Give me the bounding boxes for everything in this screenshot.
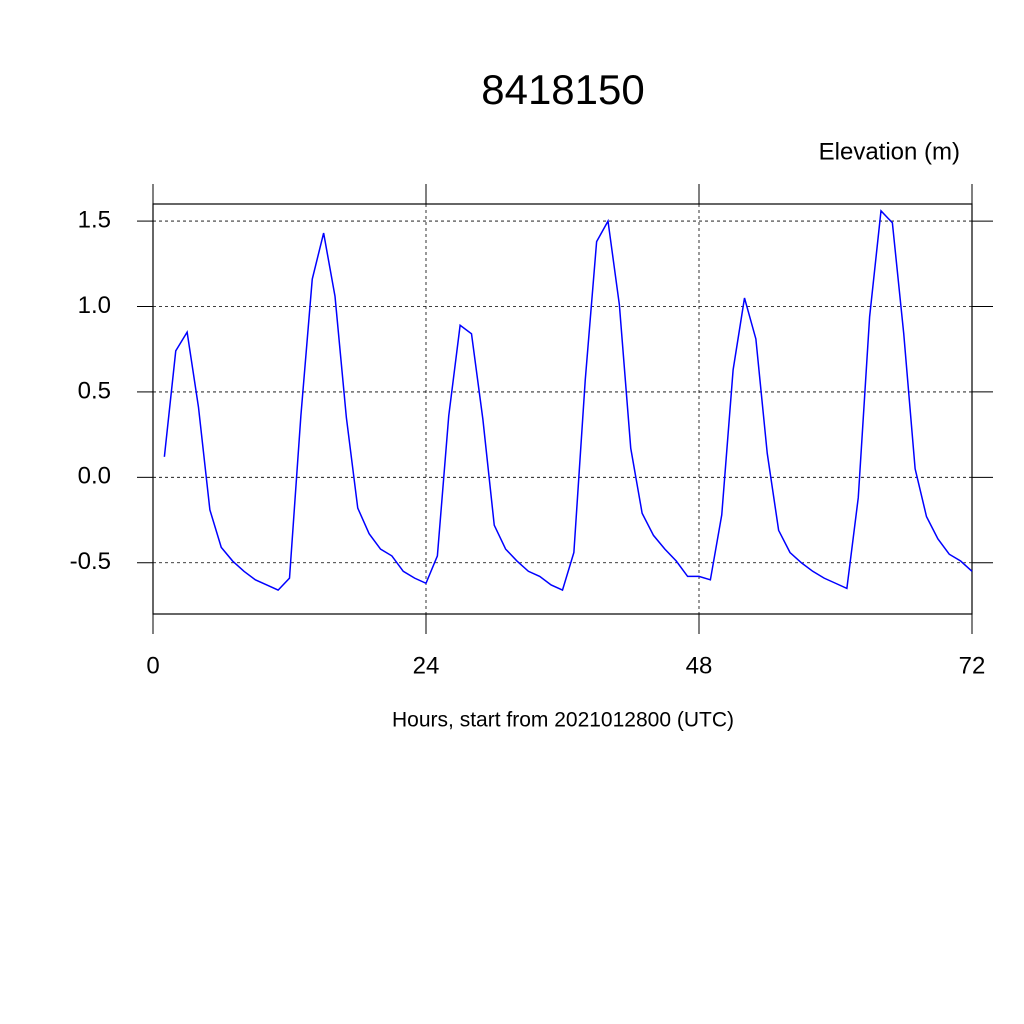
y-tick-label: -0.5	[70, 548, 111, 575]
data-line	[163, 209, 973, 592]
x-tick-label: 48	[686, 652, 713, 679]
y-tick-label: 1.0	[78, 292, 111, 319]
y-axis-label: Elevation (m)	[819, 138, 960, 165]
y-tick-label: 0.0	[78, 463, 111, 490]
plot-frame	[152, 203, 973, 615]
x-tick-label: 0	[146, 652, 159, 679]
chart-title: 8418150	[481, 66, 645, 113]
x-tick-label: 72	[959, 652, 986, 679]
x-axis-label: Hours, start from 2021012800 (UTC)	[392, 709, 734, 732]
y-tick-label: 0.5	[78, 377, 111, 404]
y-tick-label: 1.5	[78, 206, 111, 233]
x-tick-label: 24	[413, 652, 440, 679]
